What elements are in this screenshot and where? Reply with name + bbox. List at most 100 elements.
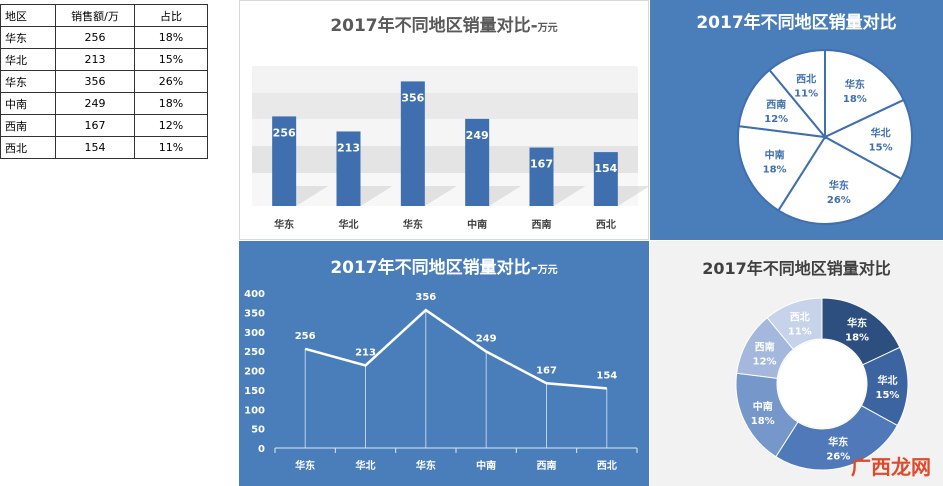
x-tick-label: 西南 bbox=[532, 218, 552, 231]
bar-bg-band-0 bbox=[252, 66, 638, 93]
data-label: 213 bbox=[355, 347, 376, 358]
cell-sales: 213 bbox=[55, 48, 135, 71]
pie-slice-category: 华东 bbox=[845, 78, 865, 91]
cell-sales: 154 bbox=[55, 136, 135, 159]
line-chart-title: 2017年不同地区销量对比-万元 bbox=[239, 253, 649, 278]
x-tick-label: 西北 bbox=[597, 459, 617, 472]
donut-slice-label: 11% bbox=[788, 326, 812, 337]
bar-chart-title-unit: 万元 bbox=[537, 23, 558, 34]
header-sales: 销售额/万 bbox=[55, 4, 135, 27]
bar-value-label: 249 bbox=[466, 129, 489, 142]
donut-slice-category: 华东 bbox=[828, 435, 848, 448]
x-tick-label: 西北 bbox=[596, 218, 616, 231]
donut-slice-category: 华北 bbox=[877, 374, 897, 387]
cell-sales: 249 bbox=[55, 92, 135, 115]
donut-slice-category: 中南 bbox=[753, 400, 773, 413]
cell-share: 15% bbox=[134, 48, 208, 71]
x-tick-label: 西南 bbox=[537, 459, 557, 472]
data-label: 249 bbox=[476, 334, 497, 345]
cell-region: 西南 bbox=[0, 114, 56, 137]
y-tick-label: 350 bbox=[244, 308, 265, 319]
bar-chart-title: 2017年不同地区销量对比-万元 bbox=[240, 11, 648, 36]
pie-slice bbox=[777, 135, 903, 225]
bar bbox=[465, 118, 490, 206]
cell-share: 18% bbox=[134, 92, 208, 115]
x-tick-label: 华北 bbox=[356, 459, 376, 472]
pie-slice bbox=[737, 68, 828, 139]
pie-slice bbox=[824, 48, 906, 139]
x-tick-label: 华东 bbox=[274, 218, 294, 231]
bar-chart-title-text: 2017年不同地区销量对比- bbox=[330, 16, 538, 36]
table-header-row: 地区 销售额/万 占比 bbox=[0, 4, 208, 27]
line-chart-title-unit: 万元 bbox=[537, 265, 558, 276]
y-tick-label: 400 bbox=[244, 289, 265, 300]
cell-share: 11% bbox=[134, 136, 208, 159]
bar bbox=[400, 81, 425, 206]
y-tick-label: 100 bbox=[244, 405, 265, 416]
donut-slice-category: 西北 bbox=[790, 310, 810, 323]
line-chart-title-text: 2017年不同地区销量对比- bbox=[330, 258, 538, 278]
cell-share: 18% bbox=[134, 26, 208, 49]
y-tick-label: 200 bbox=[244, 367, 265, 378]
table-row: 华北 213 15% bbox=[0, 48, 208, 71]
bar-value-label: 256 bbox=[273, 126, 296, 139]
header-share: 占比 bbox=[134, 4, 208, 27]
cell-share: 26% bbox=[134, 70, 208, 93]
donut-slice bbox=[766, 297, 823, 351]
cell-region: 华东 bbox=[0, 26, 56, 49]
x-tick-label: 中南 bbox=[467, 218, 487, 231]
pie-slice-label: 15% bbox=[869, 143, 893, 154]
pie-chart-title: 2017年不同地区销量对比 bbox=[696, 13, 897, 33]
pie-slice-label: 26% bbox=[827, 195, 851, 206]
watermark: 广西龙网 bbox=[851, 455, 931, 479]
bar-bg-band-1 bbox=[252, 93, 638, 119]
table-row: 中南 249 18% bbox=[0, 92, 208, 115]
bar-bg-band-3 bbox=[252, 146, 638, 173]
cell-region: 中南 bbox=[0, 92, 56, 115]
data-label: 256 bbox=[295, 331, 316, 342]
table-row: 华东 356 26% bbox=[0, 70, 208, 93]
cell-region: 华北 bbox=[0, 48, 56, 71]
pie-slice-category: 华东 bbox=[829, 179, 849, 192]
donut-slice-label: 12% bbox=[753, 356, 777, 367]
donut-slice-label: 26% bbox=[826, 451, 850, 462]
line-chart-panel: 2017年不同地区销量对比-万元 0 50 100 150 200 250 300 350 40… bbox=[239, 241, 649, 486]
bar-bg-band-2 bbox=[252, 119, 638, 146]
pie-slice bbox=[768, 48, 826, 140]
donut-chart-title: 2017年不同地区销量对比 bbox=[702, 259, 891, 278]
bar-chart: 256 华东 213 华北 356 华东 249 中南 167 西南 154 西北 bbox=[252, 66, 648, 231]
series-line bbox=[304, 308, 607, 390]
table-row: 华东 256 18% bbox=[0, 26, 208, 49]
donut-slice-category: 华东 bbox=[847, 317, 867, 330]
donut-slice-label: 18% bbox=[845, 333, 869, 344]
bar bbox=[529, 147, 554, 206]
pie-slice-category: 中南 bbox=[765, 149, 785, 162]
x-tick-label: 华东 bbox=[295, 459, 315, 472]
donut-chart-panel: 2017年不同地区销量对比 华东 18% 华北 15% 华东 26% 中南 18% 西南 12% 西… bbox=[650, 241, 943, 486]
cell-sales: 356 bbox=[55, 70, 135, 93]
x-tick-label: 华北 bbox=[339, 218, 359, 231]
donut-hole bbox=[778, 340, 866, 428]
bar bbox=[593, 152, 618, 206]
pie-slice bbox=[822, 98, 913, 181]
pie-slice-label: 12% bbox=[764, 114, 788, 125]
header-region: 地区 bbox=[0, 4, 56, 27]
pie-chart: 华东 18% 华北 15% 华东 26% 中南 18% 西南 12% 西北 11% bbox=[737, 48, 913, 225]
donut-slice-category: 西南 bbox=[755, 340, 775, 353]
pie-slice-category: 西南 bbox=[766, 98, 786, 111]
x-tick-label: 华东 bbox=[403, 218, 423, 231]
line-chart: 0 50 100 150 200 250 300 350 400 256 华东 213 华北 356 华东 2… bbox=[244, 289, 638, 472]
donut-slice-label: 18% bbox=[751, 416, 775, 427]
bar bbox=[272, 116, 297, 206]
cell-region: 华东 bbox=[0, 70, 56, 93]
cell-region: 西北 bbox=[0, 136, 56, 159]
bar-chart-panel: 2017年不同地区销量对比-万元 256 华东 213 华北 356 华东 249 中南 167… bbox=[239, 0, 649, 240]
sales-table: 地区 销售额/万 占比 华东 256 18% 华北 213 15% 华东 356 26% 中… bbox=[0, 4, 208, 159]
data-label: 154 bbox=[596, 370, 617, 381]
donut-slice-label: 15% bbox=[875, 390, 899, 401]
y-tick-label: 50 bbox=[251, 425, 265, 436]
x-tick-label: 中南 bbox=[476, 459, 496, 472]
data-label: 356 bbox=[415, 292, 436, 303]
pie-slice bbox=[737, 124, 827, 212]
x-tick-label: 华东 bbox=[416, 459, 436, 472]
